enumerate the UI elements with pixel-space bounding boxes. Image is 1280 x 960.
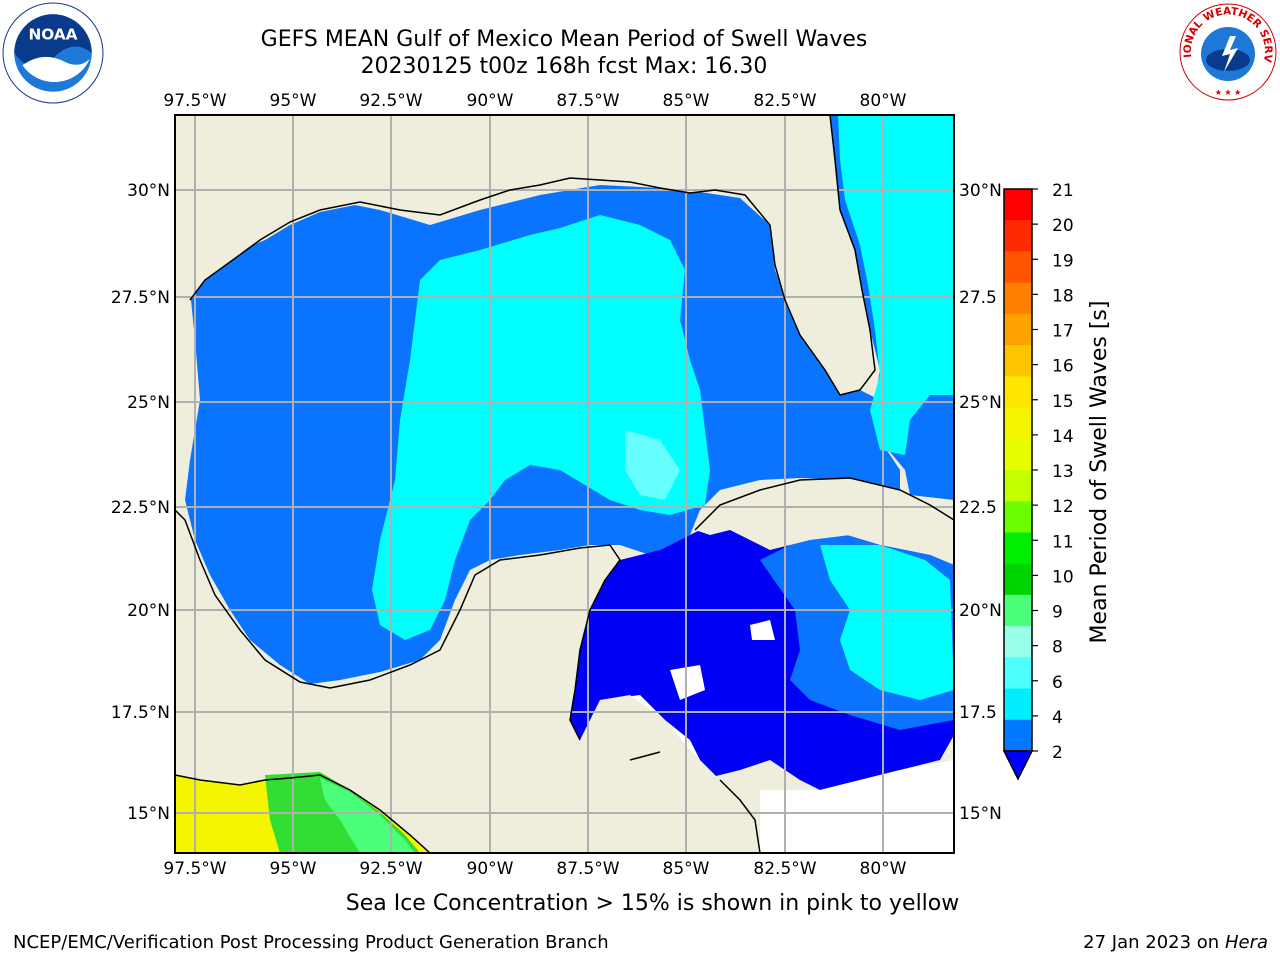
colorbar-swatch	[1004, 719, 1032, 752]
longitude-label: 85°W	[663, 859, 710, 879]
latitude-labels-right: 30°N 27.5 25°N 22.5 20°N 17.5 15°N	[959, 181, 1002, 824]
colorbar-swatch	[1004, 563, 1032, 596]
longitude-label: 80°W	[860, 91, 907, 111]
colorbar-tick-label: 19	[1052, 251, 1074, 271]
no-data-area	[670, 665, 705, 700]
colorbar-tick-label: 6	[1052, 673, 1063, 693]
map-canvas	[175, 115, 954, 853]
map-frame	[174, 114, 955, 854]
longitude-label: 87.5°W	[556, 91, 619, 111]
sea-ice-note: Sea Ice Concentration > 15% is shown in …	[345, 891, 960, 916]
colorbar-swatch	[1004, 438, 1032, 471]
latitude-label: 22.5	[959, 498, 997, 518]
longitude-labels-top: 97.5°W 95°W 92.5°W 90°W 87.5°W 85°W 82.5°W 80°W	[163, 91, 906, 111]
longitude-label: 95°W	[270, 859, 317, 879]
colorbar-swatch	[1004, 376, 1032, 409]
longitude-label: 82.5°W	[753, 91, 816, 111]
latitude-label: 20°N	[959, 601, 1002, 621]
latitude-label: 17.5°N	[111, 703, 170, 723]
cuba-land	[695, 478, 954, 560]
latitude-label: 20°N	[127, 601, 170, 621]
latitude-label: 25°N	[959, 393, 1002, 413]
colorbar-swatch	[1004, 594, 1032, 627]
colorbar-tick-label: 21	[1052, 181, 1074, 201]
colorbar-tick-label: 20	[1052, 216, 1074, 236]
colorbar-swatch	[1004, 220, 1032, 252]
colorbar-swatch	[1004, 189, 1032, 221]
longitude-label: 90°W	[467, 91, 514, 111]
colorbar-extend-arrow	[1002, 750, 1034, 781]
longitude-label: 92.5°W	[359, 91, 422, 111]
longitude-label: 95°W	[270, 91, 317, 111]
colorbar-swatch	[1004, 657, 1032, 690]
colorbar-tick-label: 9	[1052, 603, 1063, 623]
nws-logo-icon: NATIONAL WEATHER SERVICE ★ ★ ★	[1178, 2, 1277, 101]
colorbar-swatch	[1004, 626, 1032, 658]
footer-host: Hera	[1224, 932, 1268, 953]
longitude-label: 82.5°W	[753, 859, 816, 879]
map-gridlines	[175, 115, 954, 853]
longitude-label: 92.5°W	[359, 859, 422, 879]
colorbar-tick-label: 18	[1052, 286, 1074, 306]
colorbar-swatch	[1004, 313, 1032, 346]
colorbar-swatch	[1004, 251, 1032, 284]
latitude-label: 27.5	[959, 288, 997, 308]
latitude-label: 15°N	[959, 804, 1002, 824]
colorbar-swatch	[1004, 407, 1032, 440]
longitude-label: 87.5°W	[556, 859, 619, 879]
gulf-water-cyan	[372, 215, 710, 640]
colorbar-swatch	[1004, 501, 1032, 533]
colorbar-tick-label: 13	[1052, 462, 1074, 482]
latitude-label: 22.5°N	[111, 498, 170, 518]
longitude-label: 97.5°W	[163, 859, 226, 879]
colorbar-tick-label: 8	[1052, 638, 1063, 658]
colorbar-swatch	[1004, 532, 1032, 565]
colorbar-swatch	[1004, 688, 1032, 721]
colorbar-tick-label: 4	[1052, 708, 1063, 728]
colorbar-label: Mean Period of Swell Waves [s]	[1087, 301, 1112, 644]
coastline	[175, 115, 954, 853]
colorbar: 21 20 19 18 17 16 15 14 13 12 11 10 9 8 6 4 2	[1002, 181, 1074, 781]
atlantic-water-cyan	[838, 115, 954, 455]
colorbar-tick-label: 10	[1052, 567, 1074, 587]
chart-subtitle: 20230125 t00z 168h fcst Max: 16.30	[360, 54, 768, 79]
latitude-label: 30°N	[127, 181, 170, 201]
mexico-land	[175, 510, 760, 853]
chart-title: GEFS MEAN Gulf of Mexico Mean Period of …	[260, 27, 868, 52]
colorbar-swatch	[1004, 282, 1032, 315]
longitude-label: 97.5°W	[163, 91, 226, 111]
footer-date: 27 Jan 2023 on Hera	[1083, 932, 1268, 953]
longitude-label: 90°W	[467, 859, 514, 879]
colorbar-tick-label: 12	[1052, 497, 1074, 517]
colorbar-tick-label: 2	[1052, 743, 1063, 763]
colorbar-tick-label: 15	[1052, 392, 1074, 412]
no-data-area	[750, 620, 775, 640]
latitude-label: 25°N	[127, 393, 170, 413]
latitude-label: 30°N	[959, 181, 1002, 201]
no-data-area	[760, 760, 954, 853]
colorbar-tick-label: 11	[1052, 532, 1074, 552]
latitude-label: 17.5	[959, 703, 997, 723]
latitude-label: 15°N	[127, 804, 170, 824]
footer-credit: NCEP/EMC/Verification Post Processing Pr…	[13, 932, 609, 953]
gulf-water-light-cyan	[625, 430, 680, 500]
footer-date-text: 27 Jan 2023 on	[1083, 932, 1220, 953]
noaa-logo-text: NOAA	[28, 26, 77, 44]
colorbar-tick-label: 14	[1052, 427, 1074, 447]
colorbar-swatch	[1004, 345, 1032, 377]
longitude-labels-bottom: 97.5°W 95°W 92.5°W 90°W 87.5°W 85°W 82.5°W 80°W	[163, 859, 906, 879]
longitude-label: 85°W	[663, 91, 710, 111]
longitude-label: 80°W	[860, 859, 907, 879]
colorbar-tick-label: 17	[1052, 322, 1074, 342]
noaa-logo-icon: NOAA	[2, 2, 104, 104]
svg-text:★ ★ ★: ★ ★ ★	[1215, 88, 1242, 97]
latitude-label: 27.5°N	[111, 288, 170, 308]
colorbar-tick-label: 16	[1052, 357, 1074, 377]
latitude-labels-left: 30°N 27.5°N 25°N 22.5°N 20°N 17.5°N 15°N	[111, 181, 170, 824]
caribbean-water-cyan	[820, 545, 954, 700]
colorbar-swatch	[1004, 470, 1032, 502]
usa-land	[175, 115, 875, 510]
